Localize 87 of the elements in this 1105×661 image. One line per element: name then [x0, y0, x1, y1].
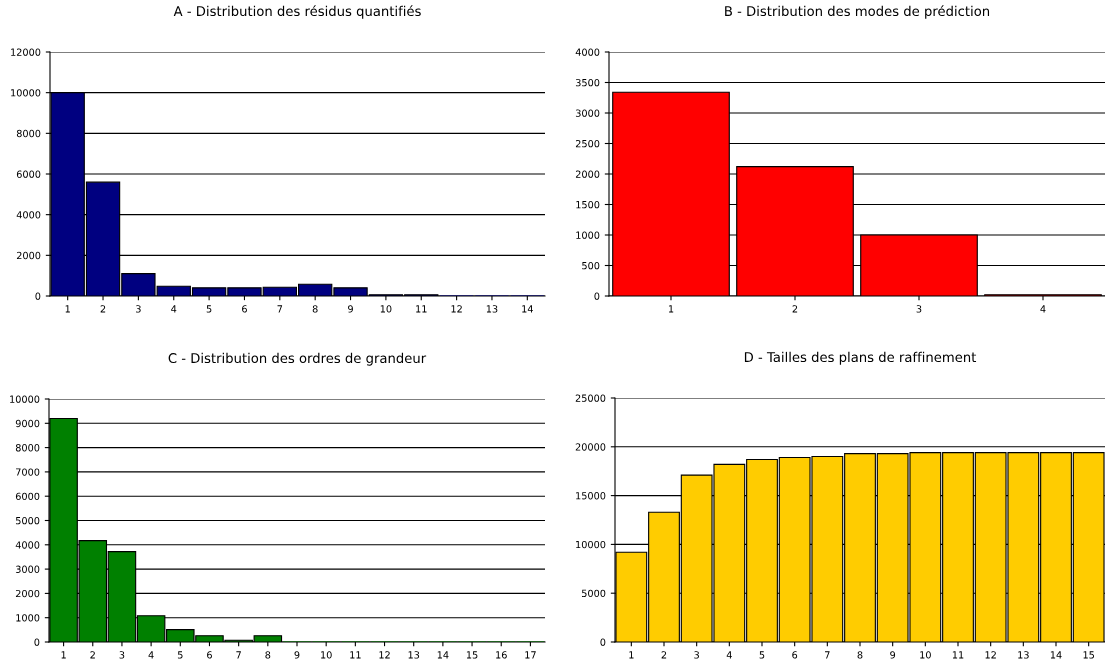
chart-title: B - Distribution des modes de prédiction	[725, 5, 990, 19]
x-tick-label: 8	[857, 651, 863, 659]
y-tick-label: 1000	[576, 231, 600, 239]
x-tick-label: 12	[451, 305, 462, 313]
y-tick-label: 4000	[15, 541, 40, 549]
x-tick-label: 1	[61, 651, 66, 659]
x-tick-label: 1	[65, 305, 70, 313]
x-tick-label: 6	[242, 305, 247, 313]
x-tick-label: 2	[100, 305, 106, 313]
x-tick-label: 8	[312, 305, 318, 313]
x-tick-label: 15	[1083, 651, 1094, 659]
x-tick-label: 11	[416, 305, 427, 313]
y-tick-label: 3000	[15, 565, 40, 573]
y-tick-label: 5000	[581, 589, 606, 598]
y-tick-label: 4000	[16, 211, 41, 219]
x-tick-label: 4	[171, 305, 177, 313]
y-tick-label: 10000	[11, 89, 41, 97]
y-tick-label: 4000	[575, 48, 600, 56]
y-tick-label: 2500	[575, 139, 600, 148]
x-tick-label: 13	[486, 305, 498, 313]
x-tick-label: 1	[629, 651, 634, 659]
x-tick-label: 12	[985, 651, 996, 659]
y-tick-label: 500	[582, 261, 600, 270]
y-tick-label: 10000	[576, 540, 606, 549]
y-tick-label: 6000	[15, 492, 40, 501]
x-tick-label: 3	[119, 651, 125, 659]
x-tick-label: 3	[136, 305, 141, 313]
x-tick-label: 15	[466, 651, 478, 659]
x-tick-label: 6	[792, 651, 798, 659]
x-tick-label: 14	[522, 305, 533, 313]
y-tick-label: 0	[600, 638, 606, 646]
y-tick-label: 8000	[16, 129, 41, 138]
y-tick-label: 8000	[15, 444, 40, 452]
y-tick-label: 0	[594, 292, 600, 300]
chart-title: A - Distribution des résidus quantifiés	[173, 5, 421, 19]
y-tick-label: 5000	[15, 516, 40, 525]
x-tick-label: 10	[321, 651, 332, 659]
y-tick-label: 1500	[576, 200, 600, 209]
y-tick-label: 3000	[575, 109, 600, 117]
x-tick-label: 16	[496, 651, 507, 659]
x-tick-label: 11	[350, 651, 361, 659]
y-tick-label: 12000	[11, 48, 41, 56]
x-tick-label: 10	[920, 651, 931, 659]
x-tick-label: 6	[207, 651, 212, 659]
y-tick-label: 25000	[575, 394, 606, 402]
y-tick-label: 7000	[16, 468, 40, 476]
x-tick-label: 13	[1018, 651, 1029, 659]
y-tick-label: 9000	[15, 419, 40, 428]
y-tick-label: 2000	[16, 251, 41, 260]
x-tick-label: 4	[726, 651, 732, 659]
y-tick-label: 2000	[575, 170, 600, 178]
x-tick-label: 14	[1050, 651, 1062, 659]
x-tick-label: 9	[890, 651, 896, 659]
x-tick-label: 3	[916, 305, 922, 313]
x-tick-label: 13	[408, 651, 420, 659]
x-tick-label: 5	[177, 651, 183, 659]
x-tick-label: 7	[236, 651, 241, 659]
x-tick-label: 3	[694, 651, 699, 659]
y-tick-label: 6000	[16, 170, 41, 178]
x-tick-label: 12	[379, 651, 390, 659]
x-tick-label: 4	[1040, 305, 1046, 313]
x-tick-label: 17	[525, 651, 536, 659]
y-tick-label: 20000	[575, 443, 606, 451]
y-tick-label: 0	[34, 638, 40, 646]
y-tick-label: 1000	[16, 614, 40, 622]
chart-title: D - Tailles des plans de raffinement	[744, 351, 977, 365]
x-tick-label: 8	[265, 651, 271, 659]
x-tick-label: 5	[759, 651, 765, 659]
x-tick-label: 2	[792, 305, 798, 313]
x-tick-label: 2	[661, 651, 667, 659]
y-tick-label: 10000	[10, 395, 40, 403]
x-tick-label: 4	[148, 651, 154, 659]
x-tick-label: 10	[380, 305, 392, 313]
x-tick-label: 14	[437, 651, 449, 659]
x-tick-label: 5	[206, 305, 212, 313]
y-tick-label: 3500	[575, 78, 600, 87]
x-tick-label: 2	[90, 651, 95, 659]
chart-title: C - Distribution des ordres de grandeur	[168, 352, 427, 366]
x-tick-label: 11	[952, 651, 964, 659]
y-tick-label: 2000	[15, 589, 40, 598]
x-tick-label: 1	[668, 305, 674, 313]
y-tick-label: 0	[35, 292, 41, 300]
x-tick-label: 7	[277, 305, 283, 313]
y-tick-label: 15000	[576, 492, 606, 500]
x-tick-label: 7	[825, 651, 830, 659]
x-tick-label: 9	[348, 305, 353, 313]
x-tick-label: 9	[294, 651, 300, 659]
